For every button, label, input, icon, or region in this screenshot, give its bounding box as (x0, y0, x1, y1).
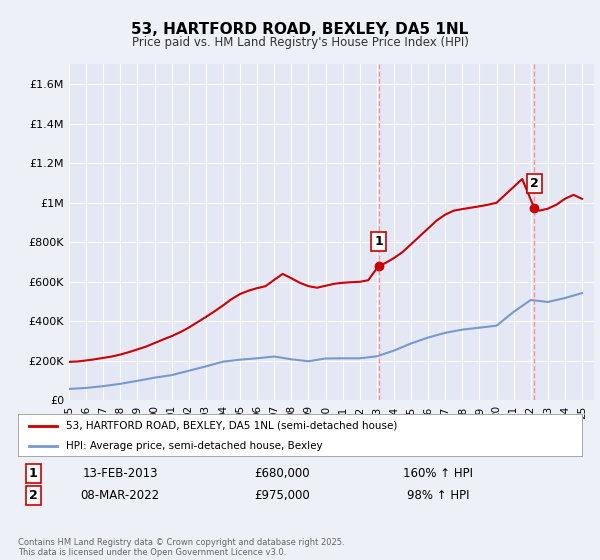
Text: 1: 1 (374, 235, 383, 248)
Text: 2: 2 (530, 177, 539, 190)
Text: 1: 1 (29, 466, 37, 480)
Text: 13-FEB-2013: 13-FEB-2013 (82, 466, 158, 480)
Text: 2: 2 (29, 489, 37, 502)
Text: 08-MAR-2022: 08-MAR-2022 (80, 489, 160, 502)
Text: 160% ↑ HPI: 160% ↑ HPI (403, 466, 473, 480)
Text: 98% ↑ HPI: 98% ↑ HPI (407, 489, 469, 502)
Text: HPI: Average price, semi-detached house, Bexley: HPI: Average price, semi-detached house,… (66, 441, 323, 451)
Text: 53, HARTFORD ROAD, BEXLEY, DA5 1NL (semi-detached house): 53, HARTFORD ROAD, BEXLEY, DA5 1NL (semi… (66, 421, 397, 431)
Text: £975,000: £975,000 (254, 489, 310, 502)
Text: £680,000: £680,000 (254, 466, 310, 480)
Text: Price paid vs. HM Land Registry's House Price Index (HPI): Price paid vs. HM Land Registry's House … (131, 36, 469, 49)
Text: Contains HM Land Registry data © Crown copyright and database right 2025.
This d: Contains HM Land Registry data © Crown c… (18, 538, 344, 557)
Text: 53, HARTFORD ROAD, BEXLEY, DA5 1NL: 53, HARTFORD ROAD, BEXLEY, DA5 1NL (131, 22, 469, 38)
